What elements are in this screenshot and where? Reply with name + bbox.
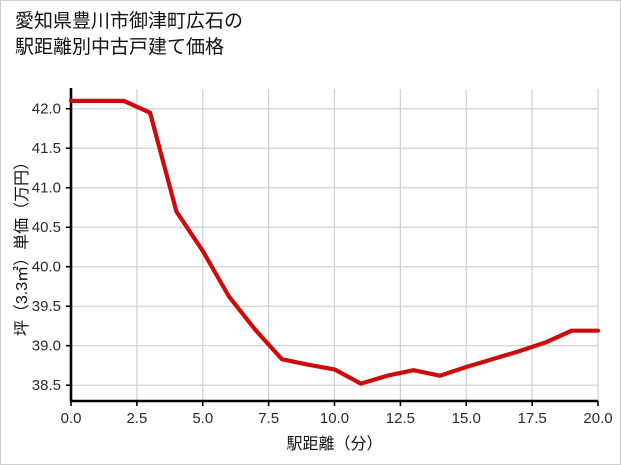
y-tick-label: 40.5 [32, 219, 61, 236]
y-tick-label: 42.0 [32, 101, 61, 118]
x-tick-label: 12.5 [386, 410, 415, 427]
x-tick-label: 20.0 [583, 410, 612, 427]
x-axis-title: 駅距離（分） [286, 435, 382, 453]
x-tick-label: 5.0 [192, 410, 213, 427]
y-axis-tick-labels: 38.5 39.0 39.5 40.0 40.5 41.0 41.5 42.0 [32, 101, 61, 394]
y-tick-label: 39.5 [32, 298, 61, 315]
y-tick-label: 39.0 [32, 338, 61, 355]
x-axis-tick-labels: 0.0 2.5 5.0 7.5 10.0 12.5 15.0 17.5 20.0 [61, 410, 613, 427]
page-title: 愛知県豊川市御津町広石の 駅距離別中古戸建て価格 [15, 11, 244, 58]
tickmarks-group [66, 107, 599, 406]
y-tick-label: 41.0 [32, 180, 61, 197]
y-tick-label: 41.5 [32, 140, 61, 157]
x-tick-label: 10.0 [320, 410, 349, 427]
axes-spines [69, 88, 598, 403]
x-tick-label: 0.0 [61, 410, 82, 427]
x-tick-label: 2.5 [126, 410, 147, 427]
y-tick-label: 38.5 [32, 377, 61, 394]
gridlines-group [70, 89, 599, 401]
data-series-line [68, 98, 601, 386]
x-tick-label: 17.5 [518, 410, 547, 427]
y-tick-label: 40.0 [32, 259, 61, 276]
x-tick-label: 7.5 [258, 410, 279, 427]
y-axis-title: 坪（3.3㎡）単価（万円） [13, 154, 31, 336]
x-tick-label: 15.0 [452, 410, 481, 427]
